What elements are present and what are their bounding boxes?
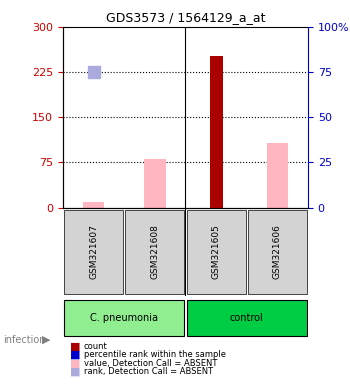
Bar	[210, 56, 223, 208]
FancyBboxPatch shape	[125, 210, 184, 294]
Text: ■: ■	[70, 367, 80, 377]
Text: value, Detection Call = ABSENT: value, Detection Call = ABSENT	[84, 359, 217, 368]
Text: GSM321608: GSM321608	[150, 224, 159, 279]
Text: control: control	[230, 313, 264, 323]
Text: GSM321606: GSM321606	[273, 224, 282, 279]
Title: GDS3573 / 1564129_a_at: GDS3573 / 1564129_a_at	[106, 11, 265, 24]
FancyBboxPatch shape	[64, 210, 123, 294]
Text: rank, Detection Call = ABSENT: rank, Detection Call = ABSENT	[84, 367, 213, 376]
FancyBboxPatch shape	[187, 300, 307, 336]
Text: percentile rank within the sample: percentile rank within the sample	[84, 350, 226, 359]
Text: ■: ■	[70, 350, 80, 360]
Bar	[267, 143, 288, 208]
FancyBboxPatch shape	[64, 300, 184, 336]
Text: ■: ■	[70, 341, 80, 351]
Bar	[83, 202, 104, 208]
Text: GSM321605: GSM321605	[212, 224, 220, 279]
Text: ▶: ▶	[42, 335, 50, 345]
FancyBboxPatch shape	[248, 210, 307, 294]
Text: count: count	[84, 342, 108, 351]
FancyBboxPatch shape	[187, 210, 245, 294]
Text: GSM321607: GSM321607	[89, 224, 98, 279]
Bar	[144, 159, 166, 208]
Text: infection: infection	[4, 335, 46, 345]
Text: C. pneumonia: C. pneumonia	[90, 313, 158, 323]
Text: ■: ■	[70, 358, 80, 368]
